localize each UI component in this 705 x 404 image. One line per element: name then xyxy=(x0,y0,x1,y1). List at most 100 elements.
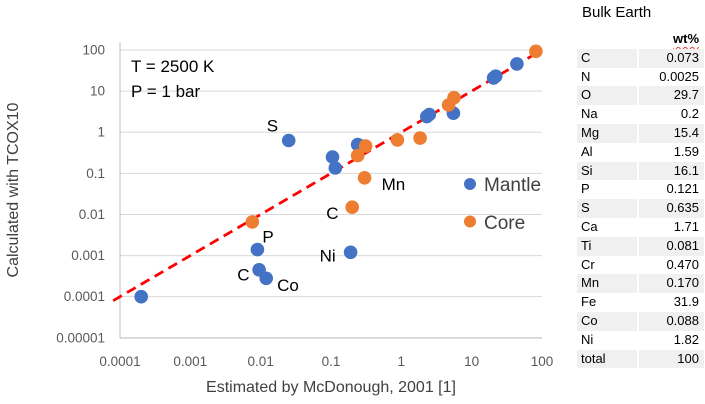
row-wt-percent-value: 100 xyxy=(639,349,704,369)
data-point-mantle xyxy=(134,289,148,304)
row-wt-percent-value: 15.4 xyxy=(639,123,704,143)
data-point-mantle xyxy=(343,245,358,260)
row-element-label: Ni xyxy=(581,331,594,347)
y-tick-label: 0.01 xyxy=(79,207,105,222)
data-point-core xyxy=(413,131,427,145)
data-point-mantle xyxy=(325,150,340,164)
legend-swatch-core xyxy=(464,215,476,228)
table-row: Cr 0.470 xyxy=(577,256,704,275)
point-label-c: C xyxy=(237,265,249,284)
row-wt-percent-value: 31.9 xyxy=(673,294,699,310)
identity-line xyxy=(112,53,534,302)
row-element-label: total xyxy=(577,349,637,369)
table-row: total 100 xyxy=(577,349,704,369)
table-row: Al 1.59 xyxy=(577,143,704,162)
row-element-label: Mg xyxy=(577,123,637,143)
point-label-p: P xyxy=(262,228,273,247)
data-point-mantle xyxy=(281,133,296,148)
row-wt-percent-value: 1.59 xyxy=(673,143,699,159)
row-element-label: Co xyxy=(577,311,637,331)
annotation-temperature: T = 2500 K xyxy=(131,57,215,76)
table-row: Mg 15.4 xyxy=(577,123,704,143)
y-tick-label: 0.001 xyxy=(71,248,105,263)
table-row: Ti 0.081 xyxy=(577,236,704,256)
header-empty-cell xyxy=(577,30,637,49)
data-point-core xyxy=(529,44,543,59)
row-wt-percent-value: 0.081 xyxy=(639,236,704,256)
table-row: Co 0.088 xyxy=(577,311,704,331)
y-tick-label: 100 xyxy=(82,43,105,58)
row-wt-percent-value: 0.0025 xyxy=(659,68,699,84)
table-row: N 0.0025 xyxy=(577,68,704,87)
data-point-mantle xyxy=(422,107,437,122)
x-tick-label: 0.001 xyxy=(173,354,207,369)
row-element-label: Ca xyxy=(581,218,598,234)
data-point-core xyxy=(390,133,405,147)
data-point-mantle xyxy=(510,57,524,71)
row-wt-percent-value: 16.1 xyxy=(639,161,704,181)
data-point-core xyxy=(357,171,372,185)
data-point-core xyxy=(358,139,373,153)
point-label-co: Co xyxy=(277,276,299,295)
data-point-mantle xyxy=(328,161,343,175)
row-wt-percent-value: 29.7 xyxy=(639,86,704,106)
data-point-core xyxy=(350,148,365,163)
data-point-core xyxy=(245,215,260,229)
row-wt-percent-value: 0.635 xyxy=(639,199,704,218)
row-element-label: N xyxy=(581,68,591,84)
y-tick-label: 0.0001 xyxy=(64,289,105,304)
bulk-table-rows: C 0.073 N 0.0025 O 29.7 Na 0.2 Mg 15.4 Al 1.59 Si 16.… xyxy=(577,48,704,369)
data-point-mantle xyxy=(488,69,503,83)
row-element-label: Mn xyxy=(577,274,637,294)
point-label-ni: Ni xyxy=(320,246,336,265)
legend-label-mantle: Mantle xyxy=(484,175,541,196)
row-wt-percent-value: 0.088 xyxy=(639,311,704,331)
table-row: O 29.7 xyxy=(577,86,704,106)
table-row: Ca 1.71 xyxy=(577,218,704,237)
x-tick-label: 100 xyxy=(531,354,554,369)
row-wt-percent-value: 0.121 xyxy=(666,181,699,197)
x-tick-label: 0.01 xyxy=(248,354,274,369)
y-axis-title: Calculated with TCOX10 xyxy=(5,102,22,277)
data-point-mantle xyxy=(259,271,274,286)
row-element-label: P xyxy=(581,181,590,197)
row-element-label: S xyxy=(577,199,637,218)
x-axis-title: Estimated by McDonough, 2001 [1] xyxy=(206,379,456,396)
data-point-core xyxy=(345,200,360,214)
bulk-earth-table: Bulk Earth wt% C 0.073 N 0.0025 O 29.7 Na 0.2 Mg… xyxy=(577,4,704,369)
table-row: S 0.635 xyxy=(577,199,704,218)
point-label-s: S xyxy=(267,117,278,136)
header-wt-percent: wt% xyxy=(673,31,699,46)
data-point-core xyxy=(447,90,461,105)
x-tick-label: 0.1 xyxy=(322,354,341,369)
row-element-label: Fe xyxy=(581,294,597,310)
table-row: Na 0.2 xyxy=(577,105,704,124)
table-row: Fe 31.9 xyxy=(577,293,704,312)
table-header-row: wt% xyxy=(577,30,704,49)
table-row: P 0.121 xyxy=(577,180,704,199)
table-row: Ni 1.82 xyxy=(577,331,704,350)
data-point-mantle xyxy=(250,242,265,257)
point-label-c: C xyxy=(326,204,338,223)
y-tick-label: 1 xyxy=(97,125,105,140)
table-title: Bulk Earth xyxy=(582,4,652,21)
row-element-label: Cr xyxy=(581,256,595,272)
table-row: Si 16.1 xyxy=(577,161,704,181)
row-element-label: Na xyxy=(581,106,598,122)
x-tick-label: 1 xyxy=(398,354,406,369)
legend-label-core: Core xyxy=(484,213,525,234)
legend-swatch-mantle xyxy=(464,178,476,190)
table-row: C 0.073 xyxy=(577,48,704,68)
row-wt-percent-value: 1.71 xyxy=(673,218,699,234)
row-wt-percent-value: 1.82 xyxy=(673,331,699,347)
annotation-pressure: P = 1 bar xyxy=(131,82,200,101)
row-wt-percent-value: 0.170 xyxy=(639,274,704,294)
x-tick-label: 0.0001 xyxy=(99,354,140,369)
x-tick-label: 10 xyxy=(464,354,479,369)
row-wt-percent-value: 0.2 xyxy=(680,106,699,122)
y-tick-label: 10 xyxy=(90,84,105,99)
row-element-label: Si xyxy=(577,161,637,181)
table-row: Mn 0.170 xyxy=(577,274,704,294)
